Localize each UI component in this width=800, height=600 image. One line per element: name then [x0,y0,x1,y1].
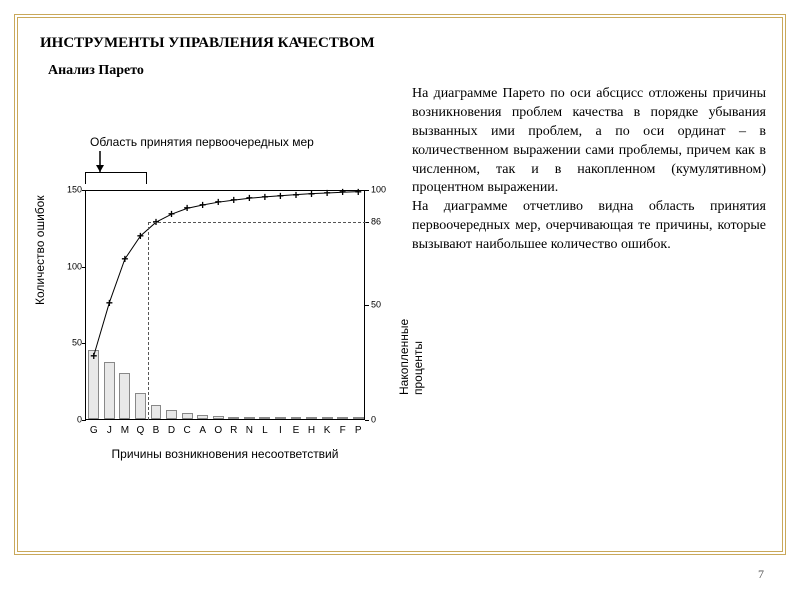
line-marker: + [90,350,97,362]
category-label: C [183,419,190,436]
line-marker: + [184,202,191,214]
line-marker: + [355,186,362,198]
line-marker: + [339,186,346,198]
category-label: G [90,419,98,436]
line-marker: + [121,253,128,265]
category-label: B [153,419,160,436]
line-marker: + [261,191,268,203]
category-label: I [279,419,282,436]
line-marker: + [199,199,206,211]
plot-area: 05010015005086100GJMQBDCAORNLIEHKFP+++++… [85,190,365,420]
category-label: E [293,419,300,436]
bar [119,373,130,419]
bar [104,362,115,419]
line-marker: + [308,188,315,200]
line-marker: + [246,192,253,204]
category-label: L [262,419,268,436]
line-marker: + [137,230,144,242]
category-label: A [199,419,206,436]
category-label: D [168,419,175,436]
pareto-chart: Область принятия первоочередных мер 0501… [35,135,407,505]
category-label: N [246,419,253,436]
bar [135,393,146,419]
line-marker: + [277,190,284,202]
body-text: На диаграмме Парето по оси абсцисс отлож… [412,85,766,255]
category-label: J [107,419,112,436]
line-marker: + [230,194,237,206]
subtitle: Анализ Парето [48,63,144,79]
category-label: P [355,419,362,436]
line-marker: + [324,187,331,199]
line-marker: + [215,196,222,208]
y2-axis-label: Накопленные проценты [397,319,425,395]
line-marker: + [106,297,113,309]
bar [151,405,162,419]
category-label: M [121,419,129,436]
category-label: Q [137,419,145,436]
page-number: 7 [758,567,764,582]
body-p2: На диаграмме отчетливо видна область при… [412,198,766,255]
category-label: F [340,419,346,436]
line-marker: + [168,208,175,220]
x-axis-label: Причины возникновения несоответствий [85,447,365,461]
page-title: ИНСТРУМЕНТЫ УПРАВЛЕНИЯ КАЧЕСТВОМ [40,35,375,52]
category-label: R [230,419,237,436]
category-label: O [214,419,222,436]
priority-bracket [85,172,147,184]
category-label: K [324,419,331,436]
body-p1: На диаграмме Парето по оси абсцисс отлож… [412,85,766,198]
bar [166,410,177,419]
category-label: H [308,419,315,436]
line-marker: + [292,189,299,201]
y1-axis-label: Количество ошибок [33,195,47,305]
annotation-label: Область принятия первоочередных мер [90,135,314,149]
